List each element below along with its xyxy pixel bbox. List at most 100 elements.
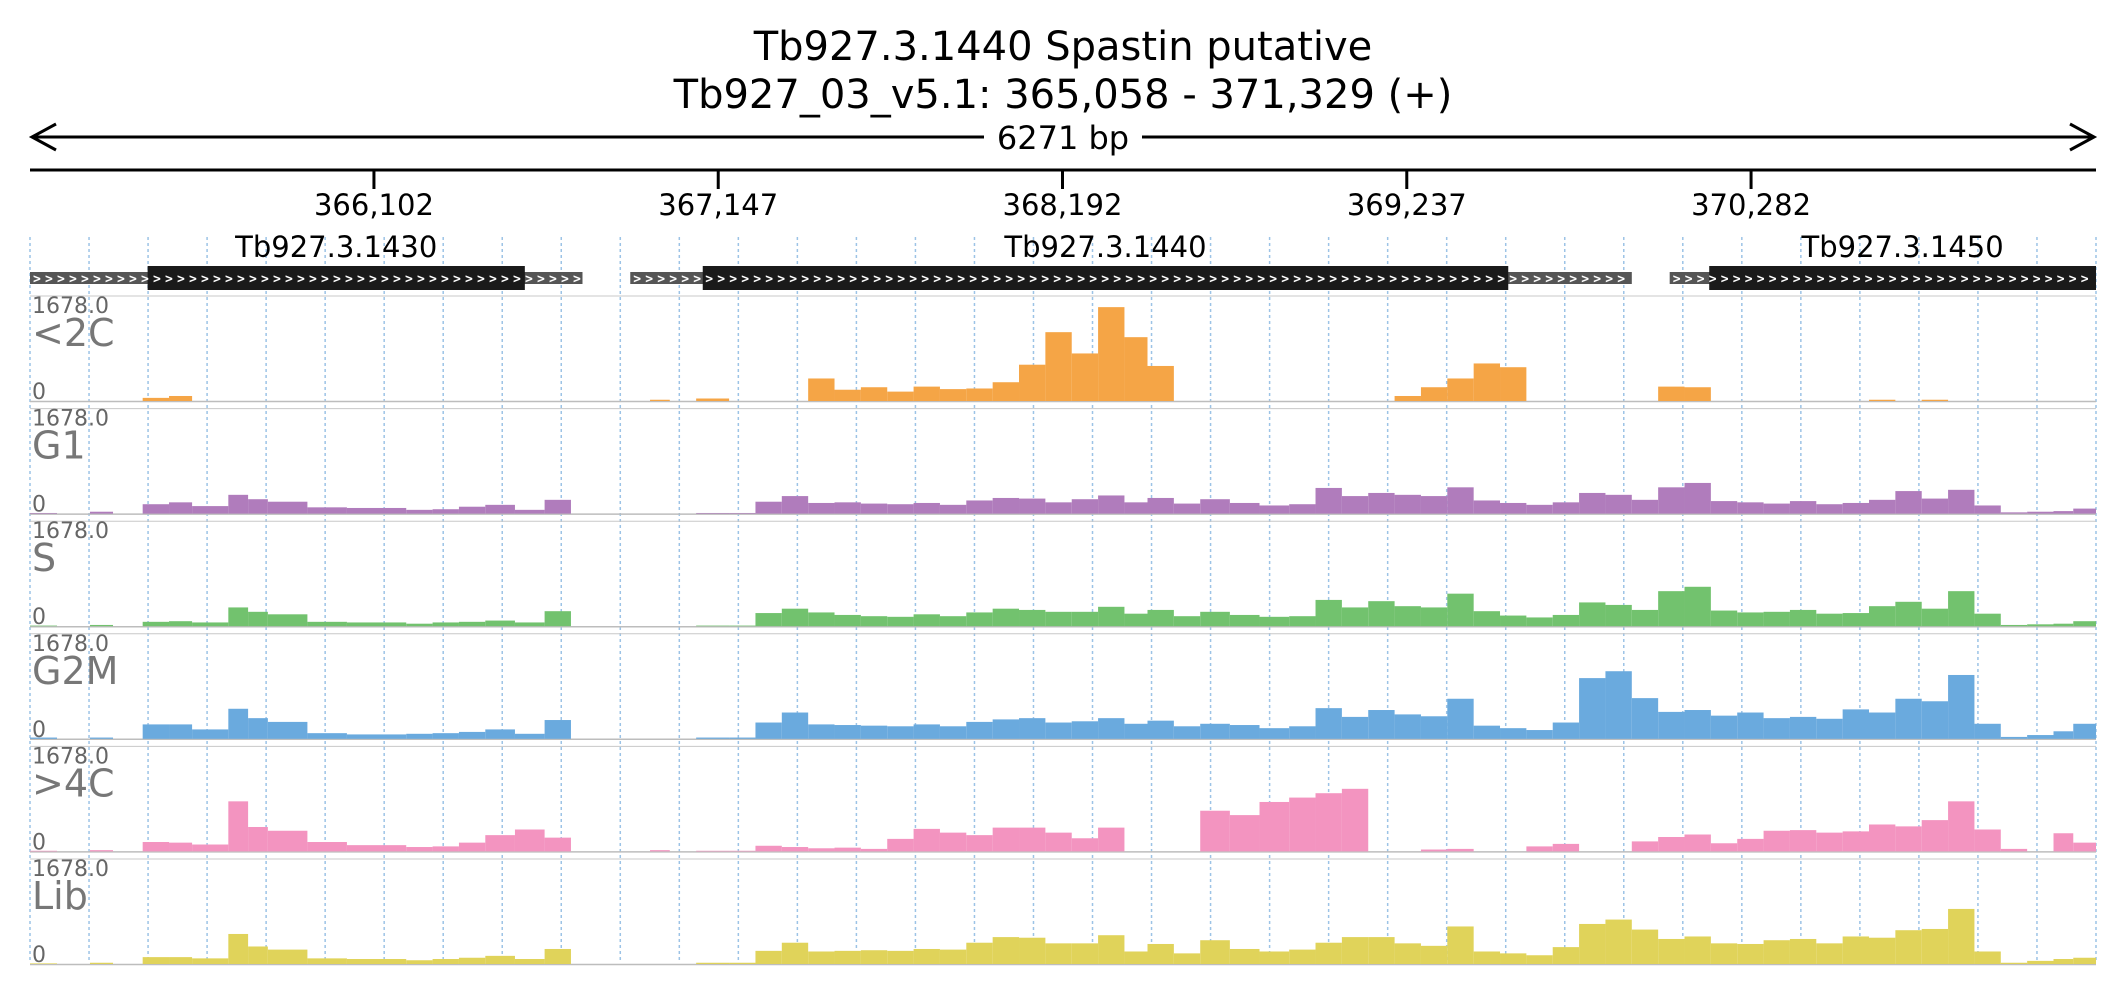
strand-chevron: > [705,272,713,287]
coverage-bar [1420,607,1448,627]
coverage-bar [142,957,170,964]
coverage-bar [1447,593,1474,627]
strand-chevron: > [1341,272,1349,287]
strand-chevron: > [2057,272,2065,287]
track-name: <2C [32,311,115,355]
coverage-bar [913,828,940,852]
strand-chevron: > [1401,272,1409,287]
coverage-bar [267,721,308,739]
coverage-bar [1394,714,1421,739]
strand-chevron: > [1461,272,1469,287]
gene-model[interactable]: > > > > > > > > > > > > > > > > > > > > > > > > > > > > > > > > > > >Tb927… [1669,230,2096,290]
strand-chevron: > [453,272,461,287]
strand-chevron: > [1425,272,1433,287]
coverage-bar [966,388,993,401]
span-label-background [984,118,1142,156]
coverage-bar [248,499,268,514]
chart-subtitle: Tb927_03_v5.1: 365,058 - 371,329 (+) [673,72,1453,118]
coverage-bar [30,963,58,964]
coverage-bar [485,729,515,739]
strand-chevron: > [1697,272,1705,287]
gene-label: Tb927.3.1430 [234,230,437,264]
coverage-bar [544,611,571,627]
coverage-bar [1763,940,1790,964]
coverage-bar [1631,698,1659,739]
coverage-bar [1098,606,1125,627]
coverage-bar [1763,830,1790,852]
track-name: >4C [32,761,115,805]
coverage-bar [192,622,229,627]
track-min-label: 0 [32,830,46,855]
strand-chevron: > [1197,272,1205,287]
coverage-bar [406,733,433,739]
axis-tick-label: 367,147 [658,188,778,222]
coverage-bar [89,624,114,627]
axis-tick-label: 370,282 [1691,188,1811,222]
coverage-bar [1658,711,1685,739]
coverage-bar [1789,938,1817,964]
strand-chevron: > [1569,272,1577,287]
coverage-bar [30,850,58,852]
coverage-bar [1045,332,1072,401]
coverage-bar [1605,671,1632,739]
strand-chevron: > [933,272,941,287]
strand-chevron: > [537,272,545,287]
strand-chevron: > [1877,272,1885,287]
coverage-bar [307,958,347,964]
coverage-bar [1500,367,1527,401]
coverage-bar [1147,365,1174,401]
coverage-bar [1259,951,1290,964]
coverage-bar [1420,716,1448,739]
strand-chevron: > [1329,272,1337,287]
strand-chevron: > [1305,272,1313,287]
coverage-bar [1869,824,1896,852]
coverage-bar [1816,504,1843,514]
strand-chevron: > [1113,272,1121,287]
coverage-bar [755,950,782,964]
coverage-bar [1710,843,1738,852]
strand-chevron: > [1757,272,1765,287]
coverage-bar [1579,923,1606,964]
coverage-bar [1071,353,1099,401]
coverage-bar [1974,829,2001,852]
strand-chevron: > [873,272,881,287]
strand-chevron: > [93,272,101,287]
coverage-bar [1684,482,1711,514]
coverage-bar [458,731,486,739]
coverage-bar [514,733,545,739]
coverage-bar [1019,364,1046,401]
strand-chevron: > [981,272,989,287]
coverage-bar [1948,801,1975,852]
gene-model[interactable]: > > > > > > > > > > > > > > > > > > > > > > > > > > > > > > > > > > > > > > > >… [630,230,1632,290]
strand-chevron: > [57,272,65,287]
coverage-bar [1368,710,1395,739]
coverage-bar [1315,487,1342,514]
coverage-bar [1045,502,1072,514]
axis-tick-label: 369,237 [1347,188,1467,222]
coverage-bar [1948,489,1975,514]
coverage-bar [1842,709,1870,739]
coverage-bar [1098,495,1125,514]
coverage-bar [1974,723,2001,739]
coverage-bar [834,502,861,514]
coverage-bar [1289,797,1316,852]
coverage-bar [1341,716,1369,739]
coverage-bar [2073,842,2096,852]
coverage-bar [406,960,433,964]
coverage-bar [485,620,515,627]
strand-chevron: > [1685,272,1693,287]
strand-chevron: > [525,272,533,287]
gene-model[interactable]: > > > > > > > > > > > > > > > > > > > > > > > > > > > > > > > > > > > > > > > >… [30,230,583,290]
gene-label: Tb927.3.1450 [1801,230,2004,264]
strand-chevron: > [1353,272,1361,287]
strand-chevron: > [1029,272,1037,287]
strand-chevron: > [561,272,569,287]
coverage-bar [89,511,114,514]
strand-chevron: > [1041,272,1049,287]
gene-track: > > > > > > > > > > > > > > > > > > > > > > > > > > > > > > > > > > > > > > > >… [30,230,2096,290]
coverage-bar [781,496,809,514]
strand-chevron: > [741,272,749,287]
coverage-bar [1631,841,1659,852]
strand-chevron: > [1973,272,1981,287]
coverage-bar [966,612,993,627]
